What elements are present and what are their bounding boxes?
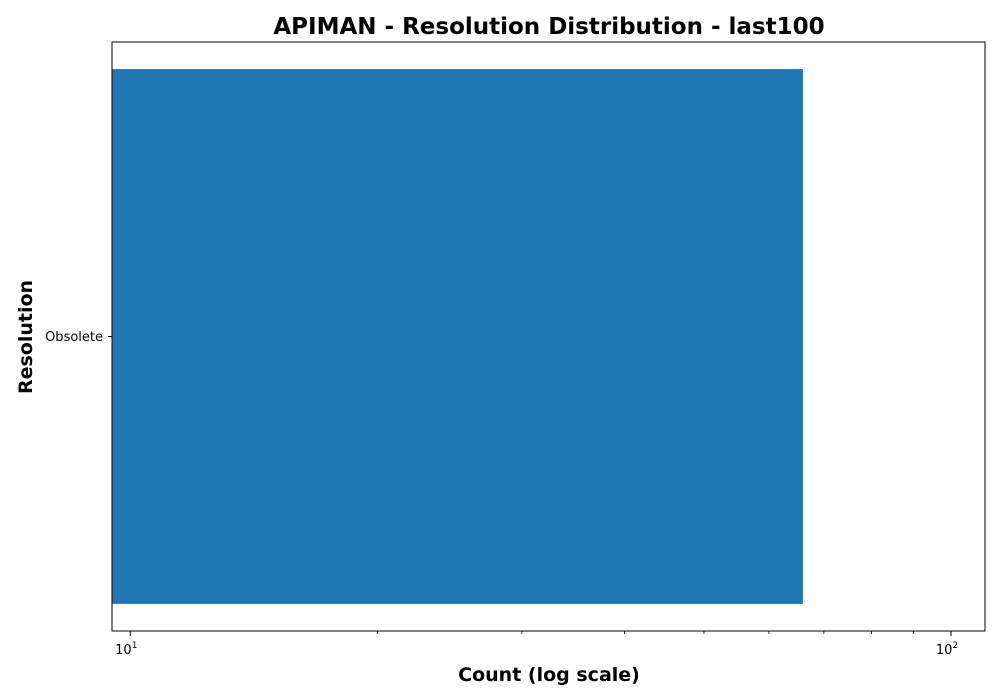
- plot-frame: [111, 41, 986, 632]
- x-tick-label: 102: [936, 641, 958, 658]
- bar-obsolete: [112, 69, 803, 604]
- x-tick-label: 101: [115, 641, 137, 658]
- bars-layer: [112, 69, 803, 604]
- y-tick-label: Obsolete: [45, 330, 103, 345]
- x-axis-label: Count (log scale): [458, 664, 640, 686]
- chart-title: APIMAN - Resolution Distribution - last1…: [273, 14, 824, 40]
- y-axis-label: Resolution: [15, 280, 37, 394]
- y-axis-ticks: Obsolete: [45, 330, 112, 345]
